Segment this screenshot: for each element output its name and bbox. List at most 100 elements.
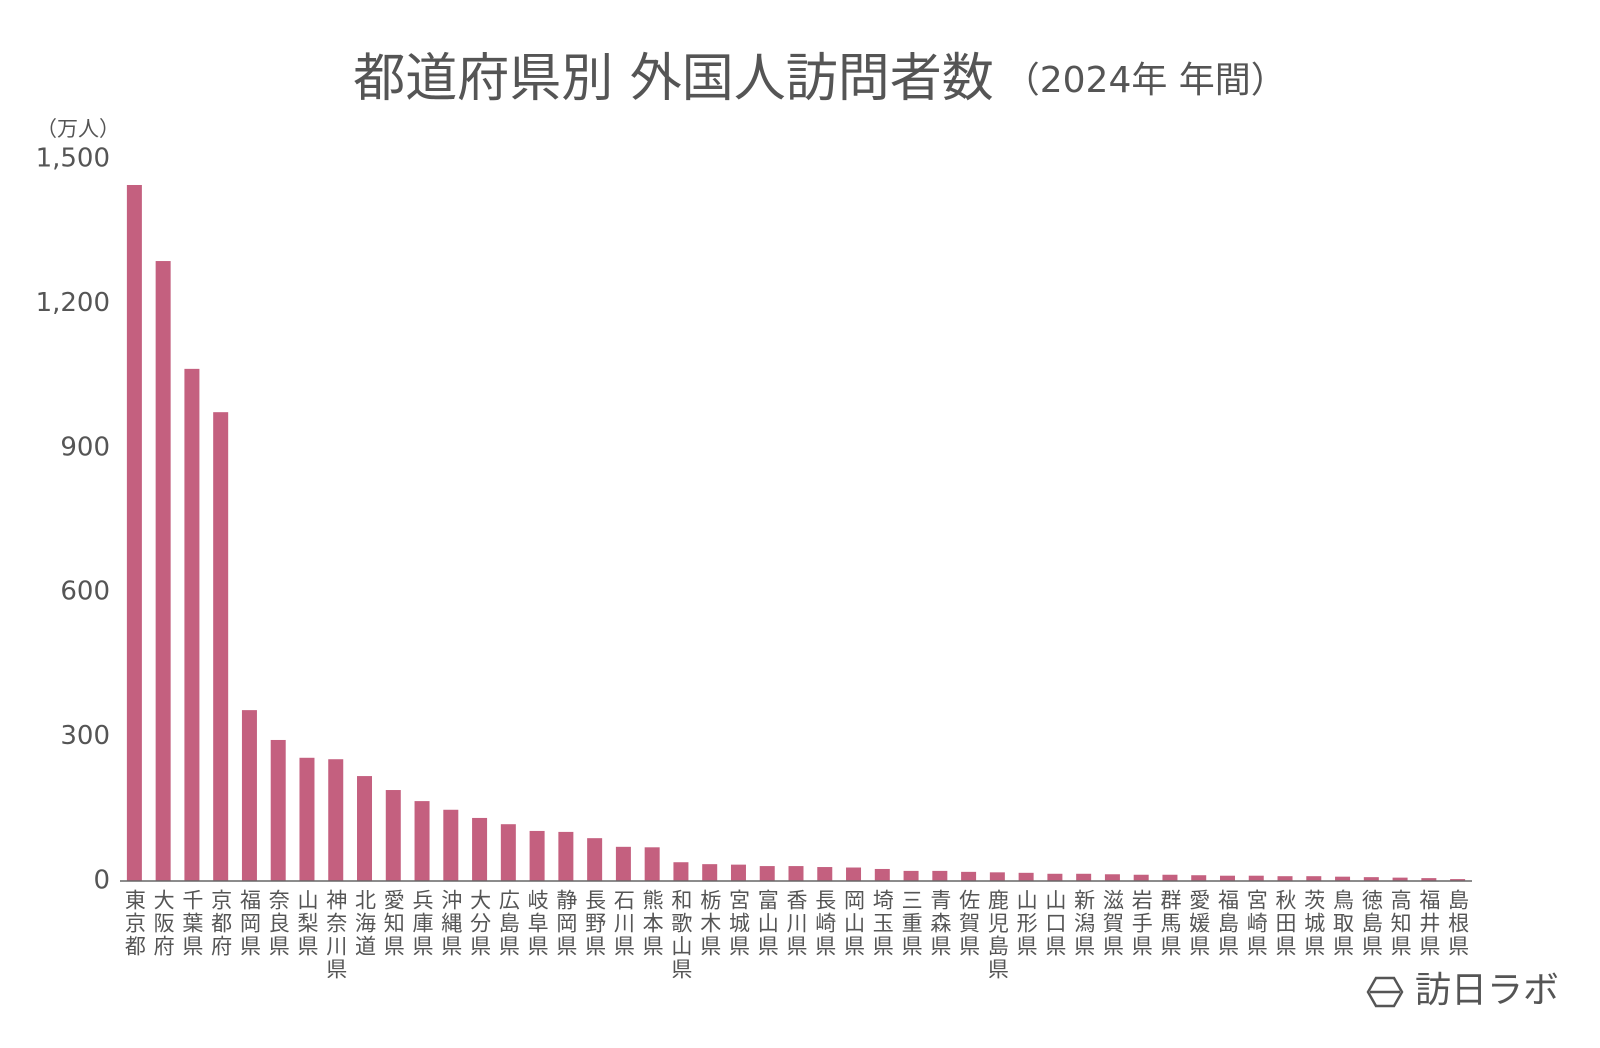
bar (587, 838, 603, 881)
x-tick-label: 神奈川県 (324, 889, 348, 981)
x-tick-label: 石川県 (611, 889, 635, 958)
bar (644, 847, 660, 881)
x-tick-label: 佐賀県 (957, 889, 981, 958)
x-tick-label: 大阪府 (151, 889, 175, 958)
x-tick-label: 熊本県 (640, 889, 664, 958)
bar (1018, 872, 1034, 881)
x-tick-label: 鹿児島県 (985, 889, 1009, 981)
bar (1392, 877, 1408, 881)
x-tick-label: 山口県 (1043, 889, 1067, 958)
y-tick-label: 600 (60, 577, 110, 607)
x-tick-label: 岡山県 (842, 889, 866, 958)
x-tick-label: 愛知県 (381, 889, 405, 958)
x-tick-label: 富山県 (755, 889, 779, 958)
bar (1219, 875, 1235, 881)
bar (1047, 873, 1063, 881)
x-tick-label: 大分県 (468, 889, 492, 958)
x-tick-label: 徳島県 (1359, 889, 1383, 958)
x-tick-label: 愛媛県 (1187, 889, 1211, 958)
x-tick-label: 静岡県 (554, 889, 578, 958)
x-tick-label: 宮城県 (726, 889, 750, 958)
y-tick-label: 0 (93, 866, 110, 896)
bar (357, 776, 373, 881)
bar (1248, 875, 1264, 881)
x-tick-label: 島根県 (1446, 889, 1470, 958)
y-tick-label: 1,200 (36, 288, 110, 318)
x-tick-label: 鳥取県 (1331, 889, 1355, 958)
x-tick-label: 東京都 (122, 889, 146, 958)
x-tick-label: 京都府 (209, 889, 233, 958)
x-tick-label: 福島県 (1215, 889, 1239, 958)
title-main: 都道府県別 外国人訪問者数 (353, 49, 994, 109)
bar (788, 866, 804, 881)
bar (155, 261, 171, 881)
bar (1191, 875, 1207, 881)
x-tick-label: 山梨県 (295, 889, 319, 958)
bar (241, 710, 257, 881)
y-tick-label: 900 (60, 432, 110, 462)
bar (846, 867, 862, 881)
x-tick-label: 高知県 (1388, 889, 1412, 958)
x-tick-label: 福岡県 (237, 889, 261, 958)
y-tick-label: 1,500 (36, 144, 110, 174)
bar (414, 801, 430, 881)
bar (385, 790, 401, 881)
x-tick-label: 奈良県 (266, 889, 290, 958)
x-tick-label: 栃木県 (698, 889, 722, 958)
bar (1133, 874, 1149, 881)
brand-text: 訪日ラボ (1415, 970, 1559, 1011)
x-tick-label: 和歌山県 (669, 889, 693, 981)
bar (702, 864, 718, 881)
bar (1104, 874, 1120, 881)
bar (615, 846, 631, 881)
x-tick-label: 三重県 (899, 889, 923, 958)
y-tick-label: 300 (60, 721, 110, 751)
bar (126, 184, 142, 881)
bar (989, 872, 1005, 881)
bar (529, 830, 545, 881)
bar (673, 862, 689, 881)
x-tick-label: 岐阜県 (525, 889, 549, 958)
bar (1306, 876, 1322, 881)
brand-icon (1366, 976, 1404, 1008)
chart-title: 都道府県別 外国人訪問者数 （2024年 年間） (353, 49, 1287, 109)
bar (1363, 877, 1379, 881)
bar (270, 739, 286, 881)
chart-subtitle: （2024年 年間） (1004, 60, 1287, 101)
x-tick-label: 広島県 (496, 889, 520, 958)
bar (1421, 878, 1437, 881)
bar (328, 759, 344, 881)
x-tick-label: 長野県 (583, 889, 607, 958)
y-axis-label: （万人） (36, 117, 120, 141)
bar (443, 809, 459, 881)
bar (903, 870, 919, 881)
bar (730, 864, 746, 881)
x-tick-label: 長崎県 (813, 889, 837, 958)
x-tick-label: 宮崎県 (1244, 889, 1268, 958)
x-tick-label: 北海道 (353, 889, 377, 958)
x-tick-label: 秋田県 (1273, 889, 1297, 958)
x-tick-label: 群馬県 (1158, 889, 1182, 958)
bar (1450, 879, 1466, 881)
x-tick-label: 沖縄県 (439, 889, 463, 958)
bar (1335, 876, 1351, 881)
bar (759, 866, 775, 881)
x-tick-label: 滋賀県 (1100, 889, 1124, 958)
bar (1162, 874, 1178, 881)
bar (817, 867, 833, 881)
bar (213, 412, 229, 881)
bar (932, 870, 948, 881)
x-tick-label: 岩手県 (1129, 889, 1153, 958)
x-tick-label: 新潟県 (1072, 889, 1096, 958)
x-tick-label: 山形県 (1014, 889, 1038, 958)
bar (1277, 876, 1293, 881)
x-tick-label: 兵庫県 (410, 889, 434, 958)
x-tick-label: 千葉県 (180, 889, 204, 958)
bar (874, 868, 890, 881)
x-tick-label: 青森県 (928, 889, 952, 958)
x-tick-label: 香川県 (784, 889, 808, 958)
bar (558, 831, 574, 881)
x-tick-label: 福井県 (1417, 889, 1441, 958)
bar (1076, 873, 1092, 881)
